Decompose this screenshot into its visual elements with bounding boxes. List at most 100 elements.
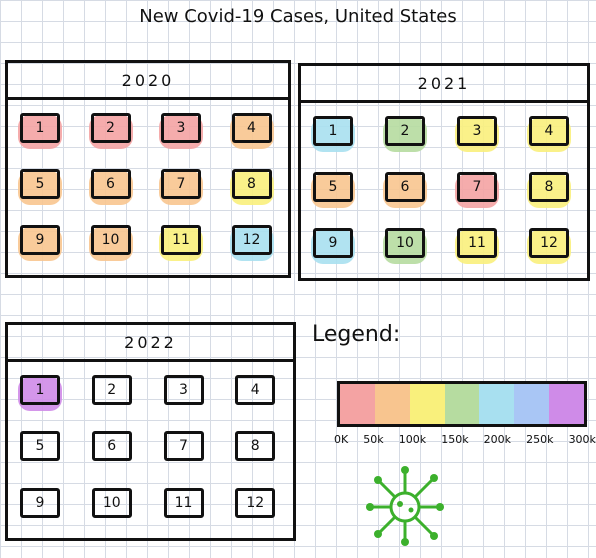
month-label: 4 [231,113,272,143]
month-label: 5 [20,431,60,462]
month-color-fill [527,174,571,208]
month-cell: 3 [160,373,214,417]
month-cell: 4 [525,114,579,158]
legend-tick-label: 100k [398,433,427,446]
month-cell: 5 [16,167,69,211]
panel-year-label: 2021 [301,66,587,103]
month-cell: 1 [16,111,69,155]
page-title: New Covid-19 Cases, United States [139,6,457,27]
legend-title: Legend: [312,322,401,347]
month-color-fill [159,115,203,149]
calendar-panel-2022: 2022 1 2 3 4 5 6 7 8 9 10 11 12 [5,322,296,541]
month-cell: 7 [160,429,214,473]
month-cell: 12 [231,486,285,530]
month-label: 6 [385,172,425,202]
legend-swatch [479,384,515,424]
month-color-fill [159,171,203,205]
legend-swatch [514,384,550,424]
month-label: 12 [529,228,569,258]
month-cell: 9 [16,486,70,530]
legend-swatch [340,384,375,424]
month-cell: 11 [160,486,214,530]
month-label: 10 [385,228,425,258]
legend-tick-label: 0K [334,433,349,446]
month-label: 10 [90,225,131,255]
month-color-fill [88,115,133,149]
month-cell: 6 [87,167,140,211]
month-color-fill [18,227,62,261]
month-label: 7 [163,431,204,462]
month-color-fill [455,230,499,264]
month-cell: 3 [157,111,210,155]
month-cell: 2 [87,111,140,155]
month-cell: 12 [228,223,281,267]
month-cell: 2 [381,114,435,158]
legend-swatch [549,384,585,424]
month-label: 2 [91,375,132,405]
month-label: 4 [529,116,569,146]
month-label: 8 [529,172,569,202]
month-color-fill [229,227,274,261]
month-cell: 1 [16,373,70,417]
month-label: 7 [457,172,497,202]
month-color-fill [455,174,499,208]
month-label: 3 [163,375,204,405]
legend-tick-label: 250k [526,433,554,446]
month-label: 1 [313,116,353,146]
month-cell: 4 [228,111,281,155]
legend-swatch [374,384,410,424]
month-color-fill [383,230,427,264]
month-label: 8 [231,169,272,199]
month-color-fill [311,230,355,264]
month-label: 11 [163,487,204,518]
month-label: 11 [457,228,497,258]
month-cell: 8 [525,170,579,214]
month-color-fill [527,230,571,264]
month-label: 9 [313,228,353,258]
month-color-fill [159,227,203,261]
month-cell: 4 [231,373,285,417]
month-cell: 6 [88,429,142,473]
month-cell: 6 [381,170,435,214]
legend-tick-labels: 0K 50k 100k 150k 200k 250k 300k [334,433,596,446]
month-label: 12 [231,225,272,255]
month-cell: 8 [228,167,281,211]
calendar-panel-2020: 2020 1 2 3 4 5 6 7 8 9 10 11 12 [5,60,291,278]
month-cell: 9 [16,223,69,267]
month-color-fill [88,171,133,205]
month-cell: 7 [157,167,210,211]
month-label: 6 [91,431,132,462]
month-label: 11 [161,225,201,255]
legend-tick-label: 150k [441,433,469,446]
virus-icon [366,466,444,546]
month-cell: 10 [87,223,140,267]
month-color-fill [383,174,427,208]
month-label: 1 [20,113,60,143]
month-color-fill [18,115,62,149]
month-label: 8 [235,431,276,462]
month-cell: 1 [309,114,363,158]
month-cell: 7 [453,170,507,214]
month-label: 1 [20,375,60,405]
month-color-fill [18,171,62,205]
month-grid: 1 2 3 4 5 6 7 8 9 10 11 12 [16,373,285,530]
month-color-fill [311,174,355,208]
month-cell: 11 [157,223,210,267]
month-color-fill [311,118,355,152]
legend-tick-label: 300k [568,433,596,446]
month-cell: 10 [88,486,142,530]
month-label: 6 [90,169,131,199]
month-color-fill [229,171,274,205]
month-color-fill [18,377,62,411]
month-label: 5 [20,169,60,199]
month-cell: 11 [453,226,507,270]
month-label: 3 [457,116,497,146]
month-label: 3 [161,113,201,143]
month-cell: 9 [309,226,363,270]
month-cell: 5 [309,170,363,214]
legend-color-bar [337,381,587,427]
month-label: 7 [161,169,201,199]
month-label: 4 [235,375,276,405]
month-cell: 12 [525,226,579,270]
legend-swatch [409,384,445,424]
